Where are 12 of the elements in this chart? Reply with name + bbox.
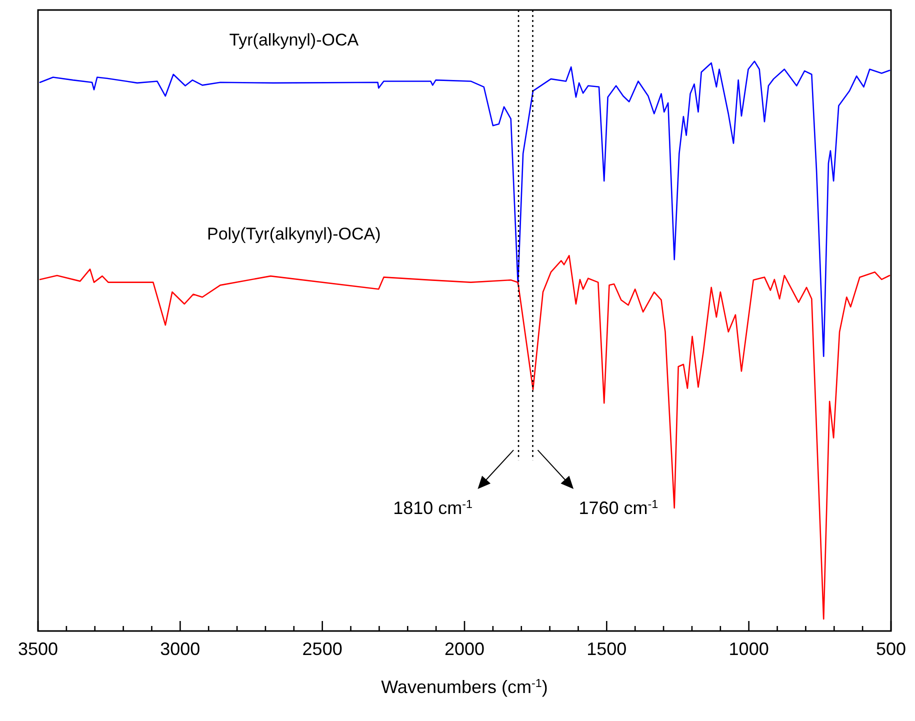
x-axis-title: Wavenumbers (cm$^{-1}$) [381, 676, 548, 697]
x-tick-label: 3000 [160, 639, 200, 659]
x-tick-label: 500 [876, 639, 906, 659]
x-tick-label: 1000 [728, 639, 769, 659]
series-label: Poly(Tyr(alkynyl)-OCA) [207, 224, 381, 244]
x-tick-label: 1500 [586, 639, 627, 659]
annotation: 1760 cm$^{-1}$ [578, 498, 658, 518]
x-tick-label: 2000 [444, 639, 485, 659]
series-label: Tyr(alkynyl)-OCA [229, 30, 360, 50]
annotation: 1810 cm$^{-1}$ [393, 498, 473, 518]
x-tick-label: 3500 [18, 639, 58, 659]
x-tick-label: 2500 [302, 639, 342, 659]
